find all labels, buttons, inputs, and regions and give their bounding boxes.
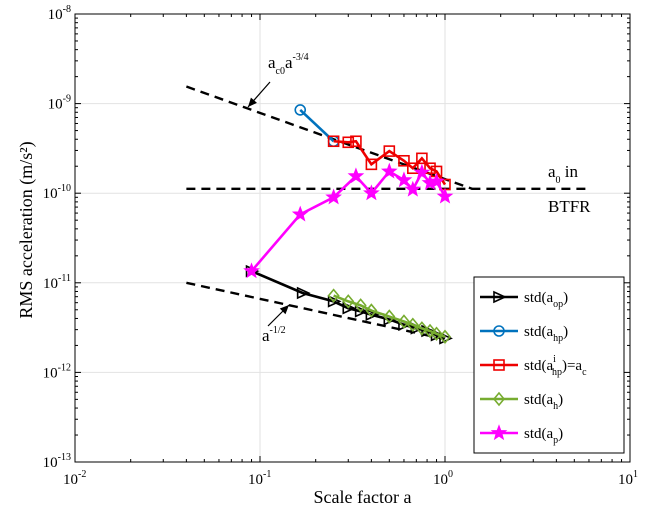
data-point	[365, 158, 378, 171]
data-point	[347, 167, 365, 184]
data-point	[291, 205, 309, 222]
data-point	[436, 187, 454, 204]
data-point	[363, 184, 380, 201]
legend-marker	[492, 391, 506, 407]
legend-marker	[493, 290, 507, 304]
data-point	[365, 308, 380, 321]
data-point	[398, 154, 410, 167]
x-tick-label: 101	[618, 469, 638, 488]
a-half-arrow-head	[279, 305, 289, 315]
series-3	[327, 288, 452, 344]
data-point	[325, 188, 342, 205]
data-point	[438, 329, 452, 344]
btfr-label: BTFR	[548, 197, 591, 216]
a-1/2-line	[186, 281, 446, 341]
data-point	[354, 305, 369, 318]
data-point	[354, 298, 367, 313]
ac0-label: ac0a-3/4	[268, 52, 309, 77]
legend-label: std(ap)	[524, 426, 563, 446]
data-point	[243, 262, 260, 279]
annotations: ac0a-3/4 a0 in BTFR a-1/2	[247, 52, 591, 345]
data-point	[415, 321, 428, 336]
series-line	[333, 294, 446, 338]
series-1	[294, 104, 340, 148]
legend-label: std(aop)	[524, 290, 568, 310]
legend-label: std(ahp)	[524, 324, 568, 344]
legend: std(aop) std(ahp) std(ai hp)=ac std(ah) std(a…	[473, 276, 625, 454]
legend-label: std(ah)	[524, 392, 563, 412]
data-point	[397, 314, 410, 329]
legend-entry: std(aop)	[480, 290, 568, 310]
data-point	[342, 294, 355, 309]
legend-entry: std(ai hp)=ac	[480, 354, 587, 378]
data-point	[380, 162, 398, 179]
legend-marker	[493, 359, 505, 371]
x-axis-label: Scale factor a	[314, 487, 412, 507]
x-tick-label: 10-2	[63, 469, 86, 488]
data-point	[395, 171, 413, 188]
series-line	[250, 169, 447, 272]
data-series	[243, 104, 454, 345]
y-tick-label: 10-10	[43, 183, 71, 202]
legend-label: std(ai hp)=ac	[524, 354, 587, 378]
legend-marker	[490, 424, 508, 441]
data-point	[342, 136, 355, 149]
data-point	[428, 172, 445, 189]
y-tick-label: 10-12	[43, 362, 71, 381]
a0-label: a0 in	[548, 162, 579, 186]
data-point	[439, 332, 453, 345]
data-point	[327, 288, 340, 303]
legend-entry: std(ap)	[480, 424, 563, 446]
data-point	[294, 104, 307, 116]
data-point	[383, 145, 396, 157]
y-axis-label: RMS acceleration (m/s²)	[16, 141, 37, 318]
data-point	[413, 163, 431, 180]
data-point	[404, 180, 422, 197]
legend-entry: std(ahp)	[480, 324, 568, 344]
data-point	[424, 162, 436, 175]
ac0-arrow-head	[248, 97, 257, 107]
data-point	[296, 286, 311, 300]
data-point	[350, 135, 362, 148]
y-tick-label: 10-9	[48, 94, 71, 113]
legend-entry: std(ah)	[480, 391, 563, 412]
series-4	[243, 162, 454, 279]
legend-marker	[493, 325, 505, 337]
series-2	[327, 135, 451, 191]
y-tick-label: 10-13	[43, 452, 71, 471]
data-point	[365, 303, 378, 318]
data-point	[407, 162, 419, 175]
plot-frame	[74, 13, 631, 463]
data-point	[423, 323, 437, 339]
data-point	[416, 152, 428, 165]
x-tick-label: 10-1	[248, 469, 271, 488]
axis-ticks: 10-2 10-1 100 101 10-13 10-12 10-11 10-10 10-9 10…	[43, 4, 638, 488]
data-point	[383, 309, 396, 324]
data-point	[327, 295, 342, 308]
x-tick-label: 100	[433, 469, 453, 488]
a-half-label: a-1/2	[262, 325, 286, 345]
data-point	[430, 326, 443, 341]
y-tick-label: 10-8	[48, 4, 71, 23]
y-tick-label: 10-11	[43, 273, 71, 292]
data-point	[327, 135, 340, 148]
data-point	[406, 317, 419, 333]
